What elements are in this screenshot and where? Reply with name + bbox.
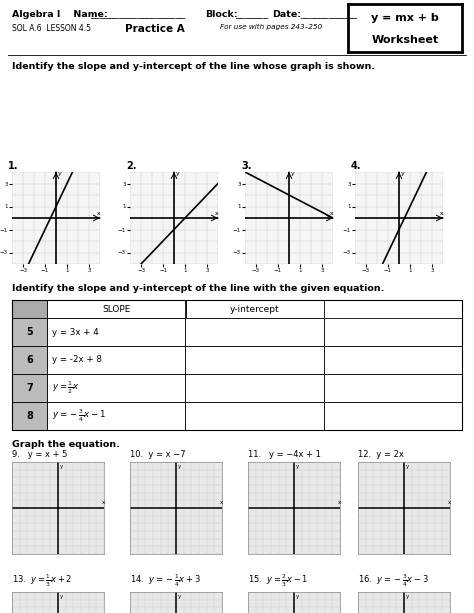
Bar [185,318,324,346]
Text: Graph the equation.: Graph the equation. [12,440,120,449]
Text: y: y [295,464,299,470]
Bar [324,346,462,374]
Text: 5: 5 [26,327,33,337]
Bar [324,374,462,402]
Text: 3.: 3. [241,161,252,171]
Text: SLOPE: SLOPE [102,305,131,313]
Text: x: x [337,500,341,505]
Text: For use with pages 243–250: For use with pages 243–250 [220,24,322,30]
Bar [185,402,324,430]
Bar [12,374,47,402]
Bar [47,318,185,346]
Text: Block:: Block: [205,10,237,19]
Text: Practice A: Practice A [125,24,185,34]
Text: SOL A.6  LESSON 4.5: SOL A.6 LESSON 4.5 [12,24,91,33]
Text: x: x [329,211,333,216]
Text: y: y [178,464,181,470]
Text: y: y [406,464,409,470]
Text: y: y [176,171,179,176]
Bar [47,374,185,402]
Text: _______: _______ [235,10,268,19]
Text: 7: 7 [26,383,33,393]
Text: x: x [214,211,218,216]
Text: $y = \frac{1}{2}x$: $y = \frac{1}{2}x$ [52,380,80,396]
Text: y: y [295,594,299,600]
Bar [47,300,186,318]
Bar [186,300,324,318]
Bar [47,402,185,430]
Text: x: x [220,500,223,505]
Bar [47,300,185,318]
Text: Algebra I    Name:: Algebra I Name: [12,10,108,19]
Text: 12.  y = 2x: 12. y = 2x [358,450,404,459]
Text: $y = -\frac{3}{4}x - 1$: $y = -\frac{3}{4}x - 1$ [52,408,106,424]
Text: Date:: Date: [272,10,301,19]
Text: 15.  $y = \frac{2}{3}x - 1$: 15. $y = \frac{2}{3}x - 1$ [248,573,309,589]
Text: 10.  y = x −7: 10. y = x −7 [130,450,186,459]
Text: 13.  $y = \frac{1}{3}x + 2$: 13. $y = \frac{1}{3}x + 2$ [12,573,73,589]
Text: ____________________: ____________________ [90,10,185,19]
Bar [12,300,47,318]
Text: y: y [60,594,63,600]
Text: 1.: 1. [8,161,18,171]
Text: y-intercept: y-intercept [230,305,280,313]
Text: x: x [448,500,451,505]
Text: y = 3x + 4: y = 3x + 4 [52,327,99,337]
Bar [47,346,185,374]
Text: x: x [439,211,443,216]
Bar [324,318,462,346]
Bar [185,346,324,374]
Text: y: y [178,594,181,600]
Text: y: y [401,171,404,176]
Text: Identify the slope and y-intercept of the line whose graph is shown.: Identify the slope and y-intercept of th… [12,62,375,71]
Text: ____________: ____________ [300,10,357,19]
Text: Worksheet: Worksheet [372,35,438,45]
Text: 4.: 4. [351,161,362,171]
Bar [12,346,47,374]
Text: 11.   y = −4x + 1: 11. y = −4x + 1 [248,450,321,459]
Text: y: y [58,171,62,176]
Bar [324,402,462,430]
Text: y: y [291,171,294,176]
Text: 6: 6 [26,355,33,365]
Text: x: x [102,500,105,505]
Bar [185,374,324,402]
Bar [12,402,47,430]
Text: 9.   y = x + 5: 9. y = x + 5 [12,450,67,459]
Text: y = mx + b: y = mx + b [371,13,439,23]
Text: 8: 8 [26,411,33,421]
Text: Identify the slope and y-intercept of the line with the given equation.: Identify the slope and y-intercept of th… [12,284,384,293]
Text: 2.: 2. [126,161,137,171]
Text: x: x [97,211,100,216]
Text: 14.  $y = -\frac{1}{4}x + 3$: 14. $y = -\frac{1}{4}x + 3$ [130,573,201,589]
Text: y: y [60,464,63,470]
Text: y = -2x + 8: y = -2x + 8 [52,356,102,365]
Bar [12,318,47,346]
Text: 16.  $y = -\frac{3}{4}x - 3$: 16. $y = -\frac{3}{4}x - 3$ [358,573,429,589]
Text: y: y [406,594,409,600]
